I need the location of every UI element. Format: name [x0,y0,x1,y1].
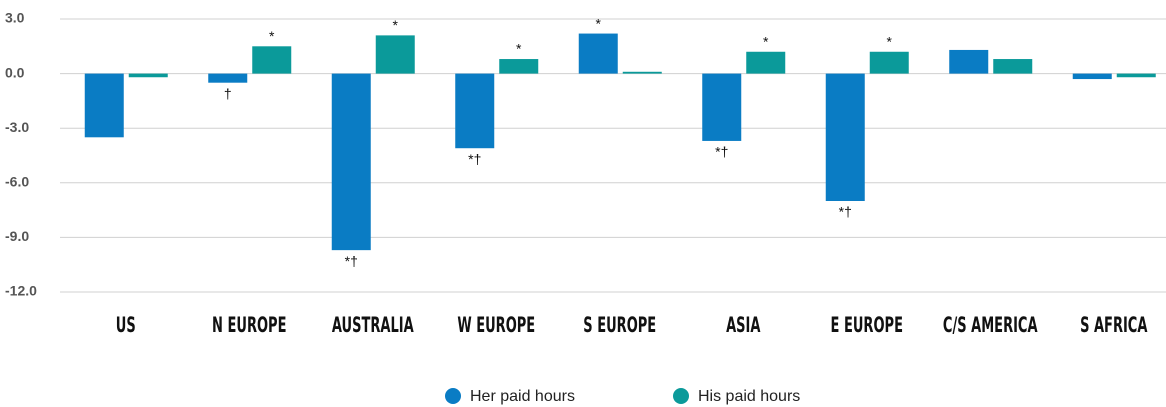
x-tick-label: AUSTRALIA [332,314,414,338]
bar [825,73,865,201]
x-tick-label: N EUROPE [212,314,286,338]
bar [499,59,539,74]
bar-annotation: * [887,33,893,49]
x-tick-label: E EUROPE [831,314,903,338]
bar [375,35,415,74]
bar-annotation: * [516,41,522,57]
legend-label: Her paid hours [470,388,575,405]
x-tick-label: S EUROPE [583,314,656,338]
bar-annotation: * [393,17,399,33]
bar-annotation: *† [839,204,852,220]
bar-annotation: *† [715,144,728,160]
bar-annotation: *† [345,253,358,269]
bar-annotation: † [224,85,232,101]
bar [622,71,662,74]
bar-annotation: * [763,33,769,49]
legend-swatch [445,388,461,404]
bar [84,73,124,138]
bar [208,73,248,83]
x-tick-label: ASIA [726,314,761,338]
x-tick-label: S AFRICA [1080,314,1148,338]
bar [949,49,989,74]
legend-label: His paid hours [698,388,800,405]
bar-annotation: *† [468,151,481,167]
y-tick-label: -3.0 [5,119,29,135]
bar-annotation: * [596,15,602,31]
bar [331,73,371,251]
bar [869,51,909,74]
bar [1072,73,1112,80]
bar [455,73,495,149]
bar [252,46,292,74]
bar [993,59,1033,74]
x-tick-label: W EUROPE [457,314,535,338]
bar [1116,73,1156,78]
x-tick-label: C/S AMERICA [943,314,1038,338]
y-tick-label: -6.0 [5,174,29,190]
bar [128,73,168,78]
y-tick-label: -9.0 [5,228,29,244]
y-tick-label: -12.0 [5,283,37,299]
bar [578,33,618,74]
legend-swatch [673,388,689,404]
y-tick-label: 0.0 [5,64,25,80]
bar [702,73,742,141]
x-tick-label: US [116,314,136,338]
bar-annotation: * [269,28,275,44]
bar [746,51,786,74]
y-tick-label: 3.0 [5,10,25,26]
